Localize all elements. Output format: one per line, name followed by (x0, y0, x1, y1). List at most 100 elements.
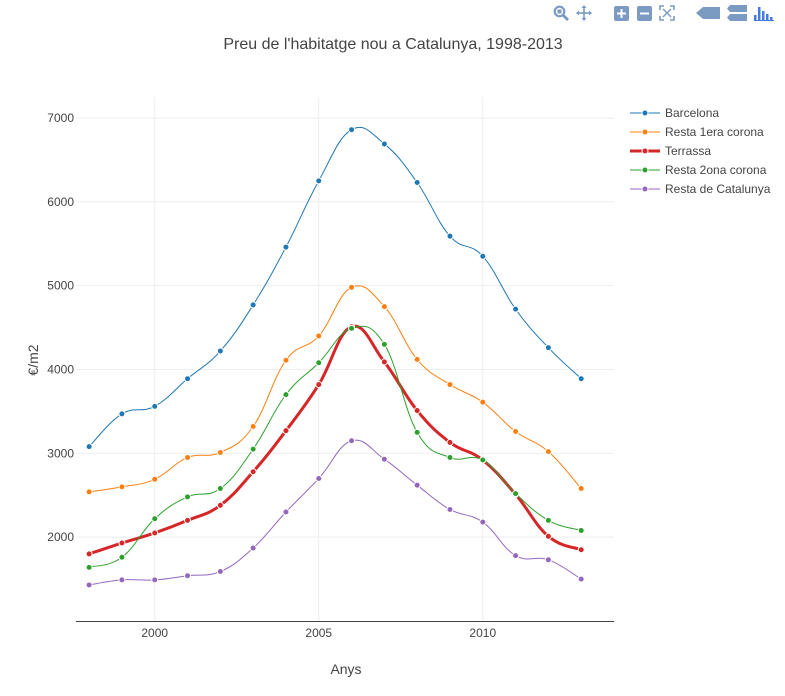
data-point-barcelona[interactable] (315, 177, 323, 185)
data-point-resta-2ona-corona[interactable] (184, 493, 192, 501)
data-point-resta-1era-corona[interactable] (249, 422, 257, 430)
data-point-resta-2ona-corona[interactable] (380, 340, 388, 348)
data-point-barcelona[interactable] (151, 402, 159, 410)
data-point-resta-2ona-corona[interactable] (577, 526, 585, 534)
data-point-resta-1era-corona[interactable] (184, 454, 192, 462)
data-point-resta-2ona-corona[interactable] (118, 553, 126, 561)
data-point-barcelona[interactable] (348, 126, 356, 134)
series-resta-1era-corona[interactable] (85, 283, 585, 496)
data-point-resta-2ona-corona[interactable] (216, 485, 224, 493)
data-point-resta-2ona-corona[interactable] (315, 359, 323, 367)
data-point-resta-de-catalunya[interactable] (315, 474, 323, 482)
legend-item-barcelona[interactable]: Barcelona (630, 106, 719, 120)
hover-compare-button[interactable] (726, 4, 748, 22)
data-point-terrassa[interactable] (577, 546, 585, 554)
series-line-barcelona[interactable] (88, 126, 582, 447)
data-point-barcelona[interactable] (184, 375, 192, 383)
data-point-barcelona[interactable] (380, 140, 388, 148)
data-point-barcelona[interactable] (282, 243, 290, 251)
data-point-terrassa[interactable] (85, 550, 93, 558)
data-point-resta-de-catalunya[interactable] (512, 552, 520, 560)
legend-item-terrassa[interactable]: Terrassa (630, 144, 711, 158)
data-point-resta-2ona-corona[interactable] (348, 324, 356, 332)
series-layer[interactable] (85, 126, 585, 589)
data-point-resta-de-catalunya[interactable] (216, 568, 224, 576)
data-point-barcelona[interactable] (118, 410, 126, 418)
data-point-barcelona[interactable] (446, 232, 454, 240)
zoom-out-button[interactable] (635, 4, 653, 22)
data-point-terrassa[interactable] (216, 501, 224, 509)
data-point-resta-1era-corona[interactable] (348, 283, 356, 291)
series-terrassa[interactable] (85, 323, 585, 558)
data-point-barcelona[interactable] (479, 252, 487, 260)
data-point-resta-2ona-corona[interactable] (151, 515, 159, 523)
data-point-resta-2ona-corona[interactable] (282, 391, 290, 399)
data-point-terrassa[interactable] (118, 539, 126, 547)
data-point-resta-de-catalunya[interactable] (348, 437, 356, 445)
series-barcelona[interactable] (85, 126, 585, 451)
data-point-resta-de-catalunya[interactable] (446, 505, 454, 513)
data-point-resta-1era-corona[interactable] (512, 428, 520, 436)
data-point-resta-2ona-corona[interactable] (446, 454, 454, 462)
data-point-resta-1era-corona[interactable] (151, 475, 159, 483)
autoscale-button[interactable] (658, 4, 676, 22)
series-resta-de-catalunya[interactable] (85, 437, 585, 589)
data-point-barcelona[interactable] (512, 305, 520, 313)
data-point-resta-de-catalunya[interactable] (85, 581, 93, 589)
data-point-terrassa[interactable] (446, 438, 454, 446)
data-point-resta-de-catalunya[interactable] (544, 556, 552, 564)
data-point-resta-1era-corona[interactable] (479, 398, 487, 406)
data-point-resta-2ona-corona[interactable] (249, 445, 257, 453)
data-point-resta-de-catalunya[interactable] (118, 576, 126, 584)
data-point-resta-de-catalunya[interactable] (184, 572, 192, 580)
series-line-resta-de-catalunya[interactable] (89, 439, 582, 586)
pan-button[interactable] (575, 4, 593, 22)
data-point-resta-de-catalunya[interactable] (479, 518, 487, 526)
data-point-resta-de-catalunya[interactable] (249, 544, 257, 552)
data-point-resta-de-catalunya[interactable] (380, 455, 388, 463)
data-point-resta-de-catalunya[interactable] (413, 481, 421, 489)
data-point-resta-1era-corona[interactable] (85, 488, 93, 496)
data-point-resta-1era-corona[interactable] (577, 485, 585, 493)
data-point-barcelona[interactable] (544, 344, 552, 352)
data-point-terrassa[interactable] (249, 468, 257, 476)
data-point-terrassa[interactable] (544, 532, 552, 540)
data-point-terrassa[interactable] (151, 529, 159, 537)
data-point-terrassa[interactable] (184, 516, 192, 524)
data-point-resta-de-catalunya[interactable] (282, 508, 290, 516)
data-point-terrassa[interactable] (380, 358, 388, 366)
legend-item-resta-2ona-corona[interactable]: Resta 2ona corona (630, 163, 767, 177)
data-point-resta-de-catalunya[interactable] (577, 575, 585, 583)
data-point-terrassa[interactable] (282, 427, 290, 435)
data-point-resta-2ona-corona[interactable] (512, 490, 520, 498)
data-point-resta-1era-corona[interactable] (282, 356, 290, 364)
zoom-button[interactable] (552, 4, 570, 22)
legend-item-resta-1era-corona[interactable]: Resta 1era corona (630, 125, 764, 139)
data-point-terrassa[interactable] (315, 381, 323, 389)
data-point-resta-1era-corona[interactable] (380, 303, 388, 311)
data-point-resta-1era-corona[interactable] (315, 332, 323, 340)
hover-closest-button[interactable] (695, 4, 721, 22)
data-point-resta-1era-corona[interactable] (413, 355, 421, 363)
plotly-logo-button[interactable] (753, 4, 775, 22)
data-point-resta-2ona-corona[interactable] (544, 516, 552, 524)
data-point-barcelona[interactable] (249, 301, 257, 309)
data-point-resta-2ona-corona[interactable] (85, 563, 93, 571)
legend[interactable]: Barcelona Resta 1era corona Terrassa Resta … (630, 106, 771, 196)
data-point-resta-1era-corona[interactable] (216, 448, 224, 456)
data-point-terrassa[interactable] (413, 407, 421, 415)
zoom-in-button[interactable] (612, 4, 630, 22)
data-point-resta-2ona-corona[interactable] (479, 456, 487, 464)
data-point-barcelona[interactable] (577, 375, 585, 383)
data-point-resta-de-catalunya[interactable] (151, 576, 159, 584)
data-point-barcelona[interactable] (413, 179, 421, 187)
series-line-resta-2ona-corona[interactable] (88, 325, 582, 568)
series-line-resta-1era-corona[interactable] (89, 285, 582, 493)
data-point-resta-2ona-corona[interactable] (413, 428, 421, 436)
legend-item-resta-de-catalunya[interactable]: Resta de Catalunya (630, 182, 771, 196)
data-point-barcelona[interactable] (216, 347, 224, 355)
data-point-resta-1era-corona[interactable] (544, 448, 552, 456)
data-point-resta-1era-corona[interactable] (446, 381, 454, 389)
data-point-barcelona[interactable] (85, 443, 93, 451)
series-line-terrassa[interactable] (88, 324, 582, 556)
